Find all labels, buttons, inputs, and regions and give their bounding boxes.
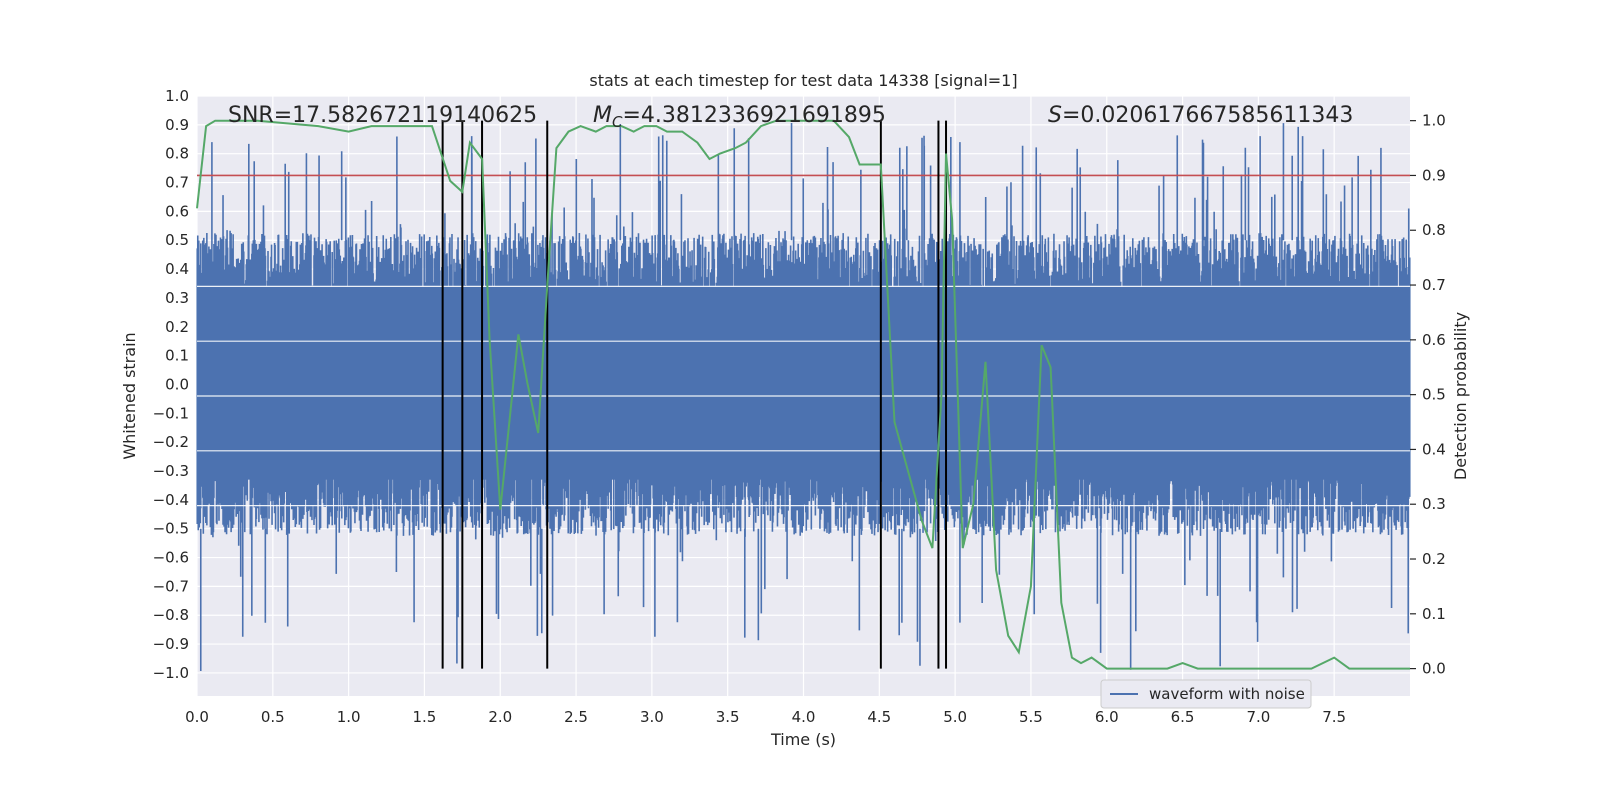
- y-tick-label-left: −0.6: [153, 549, 189, 567]
- left-axis-ticks: 1.0 0.9 0.8 0.7 0.6 0.5 0.4 0.3 0.2 0.1 0.0 −0.1 −0.…: [153, 87, 189, 682]
- legend: waveform with noise: [1100, 679, 1312, 709]
- snr-annotation: SNR=17.582672119140625: [228, 103, 537, 128]
- probability-line: [196, 119, 1410, 670]
- x-tick-label: 3.0: [640, 708, 664, 726]
- probability-series: [196, 119, 1410, 670]
- legend-label: waveform with noise: [1149, 685, 1305, 703]
- y-tick-label-left: 0.2: [165, 318, 189, 336]
- y-tick-label-left: 0.4: [165, 260, 189, 278]
- waveform-core: [197, 286, 1410, 480]
- waveform-series: [196, 123, 1411, 671]
- y-tick-label-left: 0.3: [165, 289, 189, 307]
- s-symbol: S: [1048, 103, 1062, 128]
- y-tick-label-left: 0.9: [165, 116, 189, 134]
- x-axis-ticks: 0.0 0.5 1.0 1.5 2.0 2.5 3.0 3.5 4.0 4.5 5.0 5.5 6.0 6…: [185, 708, 1346, 726]
- y-tick-label-right: 0.9: [1422, 166, 1446, 184]
- y-tick-label-right: 0.8: [1422, 221, 1446, 239]
- y-tick-label-right: 0.2: [1422, 550, 1446, 568]
- y-axis-label-right: Detection probability: [1451, 312, 1470, 480]
- y-tick-label-left: 0.8: [165, 145, 189, 163]
- y-tick-label-left: 0.1: [165, 347, 189, 365]
- y-tick-label-right: 0.3: [1422, 495, 1446, 513]
- x-tick-label: 6.0: [1095, 708, 1119, 726]
- chirp-mass-subscript: C: [612, 113, 623, 131]
- chirp-mass-annotation: MC=4.3812336921691895: [593, 103, 886, 131]
- y-tick-label-right: 0.7: [1422, 276, 1446, 294]
- x-tick-label: 4.0: [792, 708, 816, 726]
- x-tick-label: 3.5: [716, 708, 740, 726]
- y-tick-label-left: −0.5: [153, 520, 189, 538]
- y-tick-label-right: 0.6: [1422, 331, 1446, 349]
- y-tick-label-left: −0.9: [153, 635, 189, 653]
- chart-title: stats at each timestep for test data 143…: [589, 71, 1017, 90]
- x-tick-label: 4.5: [867, 708, 891, 726]
- y-tick-label-right: 0.4: [1422, 440, 1446, 458]
- x-tick-label: 6.5: [1171, 708, 1195, 726]
- y-tick-label-left: 0.5: [165, 231, 189, 249]
- y-tick-label-left: −0.1: [153, 404, 189, 422]
- x-tick-label: 7.0: [1246, 708, 1270, 726]
- x-tick-label: 5.0: [943, 708, 967, 726]
- x-tick-label: 2.5: [564, 708, 588, 726]
- x-tick-label: 1.0: [337, 708, 361, 726]
- x-tick-label: 1.5: [413, 708, 437, 726]
- y-tick-label-left: −0.7: [153, 577, 189, 595]
- x-tick-label: 0.0: [185, 708, 209, 726]
- y-tick-label-left: −0.4: [153, 491, 189, 509]
- y-tick-label-right: 0.5: [1422, 386, 1446, 404]
- x-tick-label: 7.5: [1322, 708, 1346, 726]
- s-value: =0.020617667585611343: [1062, 103, 1353, 128]
- y-tick-label-left: −0.2: [153, 433, 189, 451]
- legend-box: [1100, 679, 1312, 709]
- chirp-mass-value: =4.3812336921691895: [622, 103, 885, 128]
- y-axis-label-left: Whitened strain: [120, 332, 139, 459]
- y-tick-label-right: 1.0: [1422, 112, 1446, 130]
- y-tick-label-right: 0.1: [1422, 605, 1446, 623]
- x-tick-label: 0.5: [261, 708, 285, 726]
- y-tick-label-right: 0.0: [1422, 660, 1446, 678]
- y-tick-label-left: −1.0: [153, 664, 189, 682]
- right-axis-ticks: 1.0 0.9 0.8 0.7 0.6 0.5 0.4 0.3 0.2 0.1 0.0: [1410, 112, 1446, 678]
- y-tick-label-left: −0.3: [153, 462, 189, 480]
- y-tick-label-left: 1.0: [165, 87, 189, 105]
- y-tick-label-left: 0.7: [165, 174, 189, 192]
- y-tick-label-left: 0.6: [165, 202, 189, 220]
- x-tick-label: 5.5: [1019, 708, 1043, 726]
- event-lines: [441, 120, 948, 669]
- s-annotation: S=0.020617667585611343: [1048, 103, 1353, 128]
- y-tick-label-left: 0.0: [165, 375, 189, 393]
- y-tick-label-left: −0.8: [153, 606, 189, 624]
- x-axis-label: Time (s): [770, 730, 836, 749]
- chirp-mass-symbol: M: [593, 103, 612, 128]
- x-tick-label: 2.0: [488, 708, 512, 726]
